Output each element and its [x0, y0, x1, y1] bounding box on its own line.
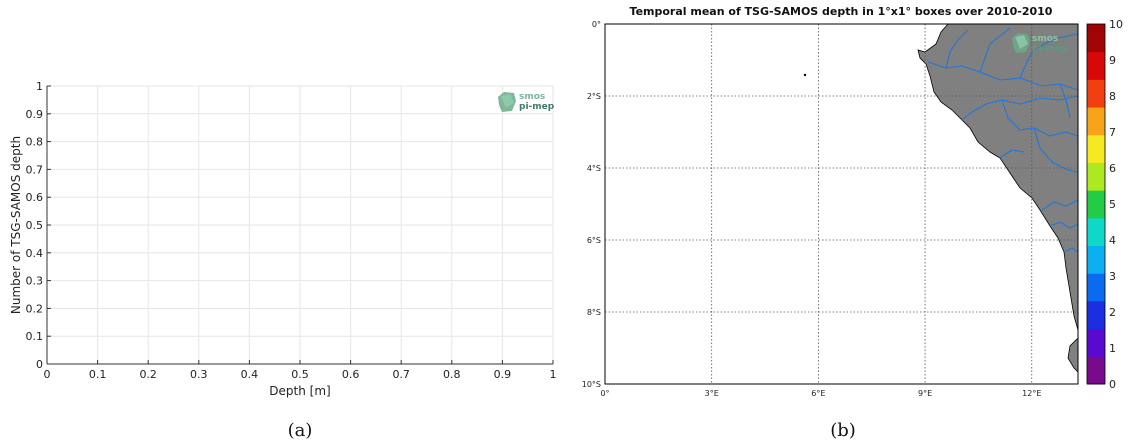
map-y-tick-label: 10°S [582, 380, 601, 389]
colorbar [1086, 23, 1106, 385]
histogram-y-tick-label: 0.9 [26, 108, 44, 121]
colorbar-segment [1087, 217, 1105, 247]
colorbar-tick-label: 3 [1109, 270, 1116, 283]
colorbar-tick-label: 8 [1109, 90, 1116, 103]
histogram-y-tick-label: 0.7 [26, 163, 44, 176]
histogram-x-tick-label: 0.4 [241, 368, 259, 381]
colorbar-segment [1087, 107, 1105, 136]
map-y-ticks: 0° 2°S 4°S 6°S 8°S 10°S [582, 20, 601, 389]
colorbar-tick-label: 1 [1109, 342, 1116, 355]
map-x-tick-label: 0° [600, 389, 609, 398]
colorbar-segment [1087, 134, 1105, 163]
map-grid [605, 24, 1078, 384]
histogram-x-tick-label: 0.3 [190, 368, 208, 381]
colorbar-tick-label: 5 [1109, 198, 1116, 211]
histogram-grid [46, 85, 554, 365]
smos-pimep-logo: smos pi-mep [498, 92, 555, 112]
histogram-y-tick-label: 0.6 [26, 191, 44, 204]
histogram-y-tick-label: 0.5 [26, 219, 44, 232]
histogram-y-tick-label: 0.1 [26, 330, 44, 343]
histogram-x-tick-label: 0.7 [392, 368, 410, 381]
logo-line-1: smos [519, 92, 545, 102]
rivers [927, 27, 1079, 253]
map-x-tick-label: 12°E [1022, 389, 1041, 398]
histogram-x-tick-label: 0.2 [139, 368, 157, 381]
map-x-tick-label: 6°E [811, 389, 825, 398]
map-x-tick-label: 9°E [918, 389, 932, 398]
map-smos-pimep-logo: smos pi-mep [1012, 33, 1068, 54]
histogram-x-axis-label: Depth [m] [269, 384, 330, 398]
colorbar-tick-label: 10 [1109, 18, 1123, 31]
caption-b: (b) [830, 420, 856, 441]
colorbar-segment [1087, 328, 1105, 357]
colorbar-segment [1087, 356, 1105, 385]
map-frame [604, 23, 1079, 385]
colorbar-frame [1086, 23, 1106, 385]
colorbar-segment [1087, 300, 1105, 330]
island-dot [803, 73, 807, 77]
colorbar-segment [1087, 51, 1105, 80]
map-y-tick-label: 6°S [587, 236, 601, 245]
histogram-y-tick-label: 0.4 [26, 247, 44, 260]
histogram-y-tick-label: 0 [36, 358, 43, 371]
histogram-y-tick-label: 0.8 [26, 136, 44, 149]
histogram-x-tick-label: 0.5 [291, 368, 309, 381]
map-x-ticks: 0° 3°E 6°E 9°E 12°E [600, 389, 1041, 398]
colorbar-segment [1087, 245, 1105, 274]
map-logo-line-1: smos [1032, 34, 1058, 44]
histogram-x-tick-label: 0.8 [443, 368, 461, 381]
caption-a: (a) [288, 420, 313, 441]
map-y-tick-label: 2°S [587, 92, 601, 101]
colorbar-tick-label: 9 [1109, 54, 1116, 67]
logo-line-2: pi-mep [519, 102, 555, 112]
colorbar-segment [1087, 190, 1105, 219]
colorbar-tick-label: 7 [1109, 126, 1116, 139]
histogram-x-tick-label: 0.6 [342, 368, 360, 381]
colorbar-tick-label: 2 [1109, 306, 1116, 319]
histogram-panel: 0 0.1 0.2 0.3 0.4 0.5 0.6 0.7 0.8 0.9 1 0 0.1 0.2 0.3… [9, 80, 557, 441]
map-x-tick-label: 3°E [705, 389, 719, 398]
histogram-y-tick-label: 1 [36, 80, 43, 93]
colorbar-segment [1087, 162, 1105, 191]
colorbar-ticks: 0 1 2 3 4 5 6 7 8 9 10 [1109, 18, 1123, 391]
land-mass [917, 23, 1079, 331]
map-title: Temporal mean of TSG-SAMOS depth in 1°x1… [630, 5, 1053, 18]
map-area: smos pi-mep [604, 23, 1079, 385]
colorbar-tick-label: 4 [1109, 234, 1116, 247]
colorbar-segment [1087, 273, 1105, 302]
map-y-tick-label: 4°S [587, 164, 601, 173]
histogram-x-tick-label: 0.9 [494, 368, 512, 381]
colorbar-segment [1087, 79, 1105, 108]
histogram-x-tick-label: 0 [44, 368, 51, 381]
histogram-y-axis-label: Number of TSG-SAMOS depth [9, 136, 23, 314]
histogram-y-tick-label: 0.3 [26, 275, 44, 288]
map-logo-line-2: pi-mep [1032, 44, 1068, 54]
histogram-x-tick-label: 1 [550, 368, 557, 381]
map-y-tick-label: 8°S [587, 308, 601, 317]
colorbar-segment [1087, 24, 1105, 53]
map-panel: Temporal mean of TSG-SAMOS depth in 1°x1… [582, 5, 1123, 441]
colorbar-tick-label: 6 [1109, 162, 1116, 175]
map-y-tick-label: 0° [592, 20, 601, 29]
histogram-x-tick-label: 0.1 [89, 368, 107, 381]
histogram-y-tick-label: 0.2 [26, 302, 44, 315]
histogram-x-ticks: 0 0.1 0.2 0.3 0.4 0.5 0.6 0.7 0.8 0.9 1 [44, 360, 557, 381]
colorbar-tick-label: 0 [1109, 378, 1116, 391]
histogram-y-ticks: 0 0.1 0.2 0.3 0.4 0.5 0.6 0.7 0.8 0.9 1 [26, 80, 51, 371]
